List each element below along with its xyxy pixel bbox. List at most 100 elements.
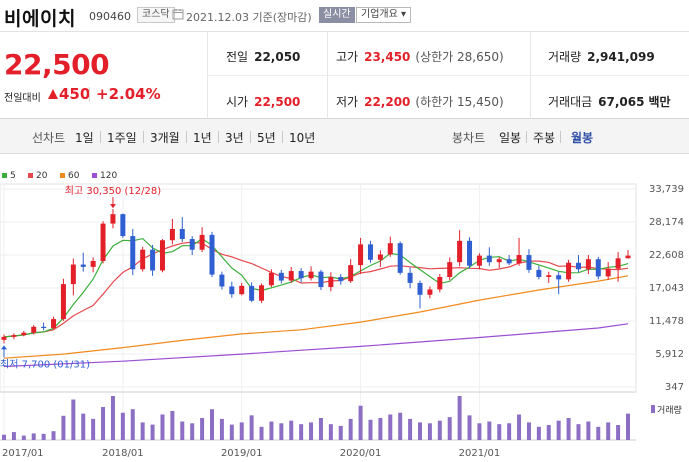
upper-limit: (상한가 28,650) [415,50,504,64]
legend-swatch [28,173,33,178]
y-tick-label: 28,174 [649,217,684,228]
candle-body [427,289,433,295]
candle-body [130,236,136,270]
volume-bar [81,413,86,440]
y-tick-label: 17,043 [649,283,684,294]
volume-bar [487,421,492,440]
volume-bar [388,414,393,440]
legend-label: 5 [10,171,16,181]
volume-bar [526,422,531,440]
open-value: 22,500 [254,95,301,109]
chart-annotations: 최고 30,350 (12/28) 최저 7,700 (01/31) [0,185,161,370]
period-1y-button[interactable]: 1년 [193,131,212,145]
candle-body [556,275,562,280]
legend-swatch [2,173,7,178]
candle-body [476,255,482,266]
volume-bar [566,418,571,440]
volume-bar [170,410,175,440]
period-1d-button[interactable]: 1일 [75,131,94,145]
ma5-line [3,237,629,338]
volume-bar [338,425,343,440]
volume-bar [11,432,16,440]
date-text: 2021.12.03 기준(장마감) [186,11,312,24]
turnover-unit: 백만 [648,95,671,109]
stock-header: 비에이치 090460 코스닥 2021.12.03 기준(장마감) 실시간 기… [0,0,689,32]
prev-close-value: 22,050 [254,50,301,64]
low-arrow-head [1,345,7,350]
period-3m-button[interactable]: 3개월 [150,131,180,145]
low-value: 22,200 [364,95,411,109]
volume-value: 2,941,099 [587,50,655,64]
candle-body [100,223,106,261]
volume-bar [616,425,621,440]
volume-bar [130,409,135,440]
candle-monthly-button[interactable]: 월봉 [571,131,594,145]
candle-body [288,271,294,281]
current-price: 22,500 [4,48,110,81]
candle-body [219,274,225,287]
volume-bar [110,396,115,440]
period-5y-button[interactable]: 5년 [257,131,276,145]
volume-bar [536,426,541,440]
candle-weekly-button[interactable]: 주봉 [533,131,556,145]
candle-body [199,234,205,250]
lower-limit: (하한가 15,450) [415,95,504,109]
divider [207,75,689,76]
high-label: 고가 [336,50,359,64]
turnover-cell: 거래대금 67,065 백만 [548,93,671,110]
volume-bar [190,423,195,440]
volume-legend-label: 거래량 [657,404,682,416]
volume-bar [586,421,591,440]
stock-name: 비에이치 [4,8,76,30]
volume-bar [408,418,413,440]
realtime-button[interactable]: 실시간 [319,7,355,23]
market-badge: 코스닥 [137,7,175,23]
quote-panel: 22,500 전일대비 450 +2.04% 전일 22,050 시가 22,500… [0,32,689,119]
volume-bar [91,418,96,440]
candle-body [1,336,7,340]
candle-body [120,214,126,237]
company-info-dropdown[interactable]: 기업개요 ▾ [356,7,411,23]
chart-grid [0,183,637,441]
high-arrow-head [109,204,116,209]
candle-chart-label: 봉차트 [452,131,486,145]
candle-body [615,258,621,269]
legend-label: 120 [100,171,117,181]
volume-bar [368,419,373,440]
candle-body [447,262,453,277]
volume-bar [249,415,254,440]
candle-body [41,326,47,328]
candle-body [239,285,245,295]
volume-bar [457,396,462,440]
period-10y-button[interactable]: 10년 [289,131,316,145]
candle-body [407,272,413,283]
divider [100,131,101,143]
candlestick-chart: 5 20 60 120 33,739 28,174 22,608 17,043 11,478 5… [0,171,684,459]
up-arrow-icon [48,89,58,99]
candle-body [358,244,364,266]
high-value: 23,450 [364,50,411,64]
candle-body [110,214,116,224]
candles [1,209,631,344]
period-3y-button[interactable]: 3년 [225,131,244,145]
volume-bar [71,399,76,440]
period-1w-button[interactable]: 1주일 [107,131,137,145]
volume-legend-swatch [651,405,655,413]
x-tick-label: 2019/01 [221,448,263,459]
volume-bar [51,431,56,440]
candle-body [387,243,393,255]
open-label: 시가 [226,95,249,109]
volume-bar [358,405,363,440]
candle-body [159,240,165,271]
prev-close-label: 전일 [226,50,249,64]
candle-daily-button[interactable]: 일봉 [499,131,522,145]
candle-body [268,272,274,286]
volume-bar [160,414,165,440]
legend-label: 60 [68,171,80,181]
clock-icon [172,9,184,20]
volume-bars: 거래량 [2,396,682,440]
legend-swatch [60,173,65,178]
candle-body [605,268,611,277]
candle-body [536,269,542,277]
volume-bar [299,424,304,440]
